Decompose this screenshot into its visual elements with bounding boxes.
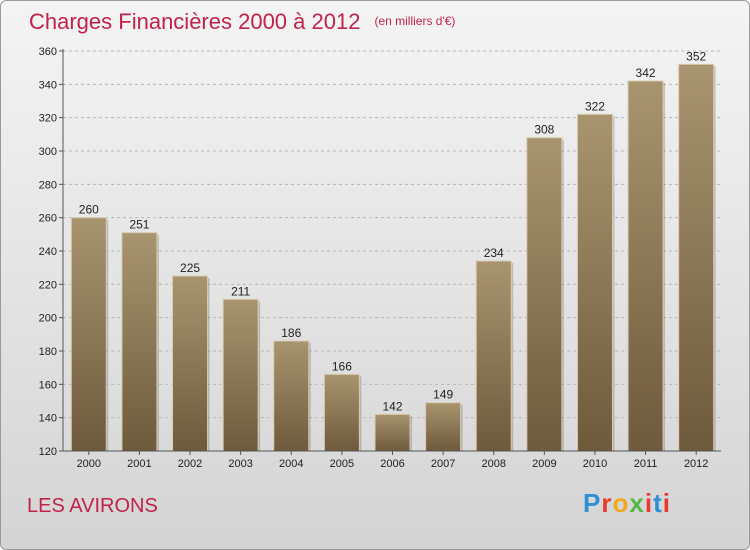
y-tick-label: 320 xyxy=(39,113,57,125)
y-tick-label: 160 xyxy=(39,379,57,391)
chart-subtitle: (en milliers d'€) xyxy=(374,14,456,28)
x-tick-label: 2009 xyxy=(532,458,556,470)
bar-2007 xyxy=(425,402,462,452)
x-tick-label: 2004 xyxy=(279,458,303,470)
data-label: 322 xyxy=(585,99,605,113)
bar-2010 xyxy=(576,113,613,452)
proxiti-logo: Proxiti xyxy=(583,488,671,518)
y-tick-label: 220 xyxy=(39,279,57,291)
data-label: 225 xyxy=(180,261,200,275)
y-tick-label: 360 xyxy=(39,46,57,58)
bar-2003 xyxy=(222,298,259,452)
x-tick-label: 2007 xyxy=(431,458,455,470)
data-label: 149 xyxy=(433,388,453,402)
x-tick-label: 2002 xyxy=(178,458,202,470)
data-label: 234 xyxy=(484,246,504,260)
data-label: 211 xyxy=(231,284,250,298)
bar-2001 xyxy=(121,232,158,452)
bar-2012 xyxy=(678,63,715,452)
axes: 120 140 160 180 200 220 240 260 280 300 320 340 360 2… xyxy=(39,46,721,470)
data-label: 342 xyxy=(636,66,656,80)
y-tick-label: 180 xyxy=(39,346,57,358)
bar-2004 xyxy=(273,340,310,452)
bar-2006 xyxy=(374,413,411,452)
y-tick-label: 120 xyxy=(39,446,57,458)
x-tick-label: 2010 xyxy=(583,458,607,470)
x-tick-label: 2000 xyxy=(77,458,101,470)
bar-2000 xyxy=(70,217,107,452)
y-tick-label: 240 xyxy=(39,246,57,258)
data-label: 251 xyxy=(129,218,149,232)
y-tick-label: 260 xyxy=(39,213,57,225)
data-label: 142 xyxy=(382,399,402,413)
bar-2011 xyxy=(627,80,664,452)
x-tick-label: 2003 xyxy=(228,458,252,470)
y-tick-label: 300 xyxy=(39,146,57,158)
data-label: 308 xyxy=(534,123,554,137)
y-tick-label: 280 xyxy=(39,179,57,191)
y-tick-label: 340 xyxy=(39,79,57,91)
grid xyxy=(63,50,721,452)
bar-2002 xyxy=(172,275,209,452)
location-name: LES AVIRONS xyxy=(27,495,158,517)
bar-2005 xyxy=(323,373,360,452)
data-label: 352 xyxy=(686,49,706,63)
data-label: 260 xyxy=(79,203,99,217)
y-tick-label: 200 xyxy=(39,313,57,325)
x-tick-label: 2001 xyxy=(127,458,151,470)
x-tick-label: 2012 xyxy=(684,458,708,470)
bar-2009 xyxy=(526,137,563,452)
chart-title: Charges Financières 2000 à 2012 (en milli… xyxy=(29,9,456,34)
x-tick-label: 2011 xyxy=(634,458,658,470)
bar-2008 xyxy=(475,260,512,452)
data-label: 186 xyxy=(281,326,301,340)
bars: 260 251 225 211 186 166 142 149 234 308 322 342 352 xyxy=(70,49,716,452)
data-label: 166 xyxy=(332,359,352,373)
x-tick-label: 2008 xyxy=(481,458,505,470)
x-tick-label: 2006 xyxy=(380,458,404,470)
y-tick-label: 140 xyxy=(39,413,57,425)
x-tick-label: 2005 xyxy=(330,458,354,470)
